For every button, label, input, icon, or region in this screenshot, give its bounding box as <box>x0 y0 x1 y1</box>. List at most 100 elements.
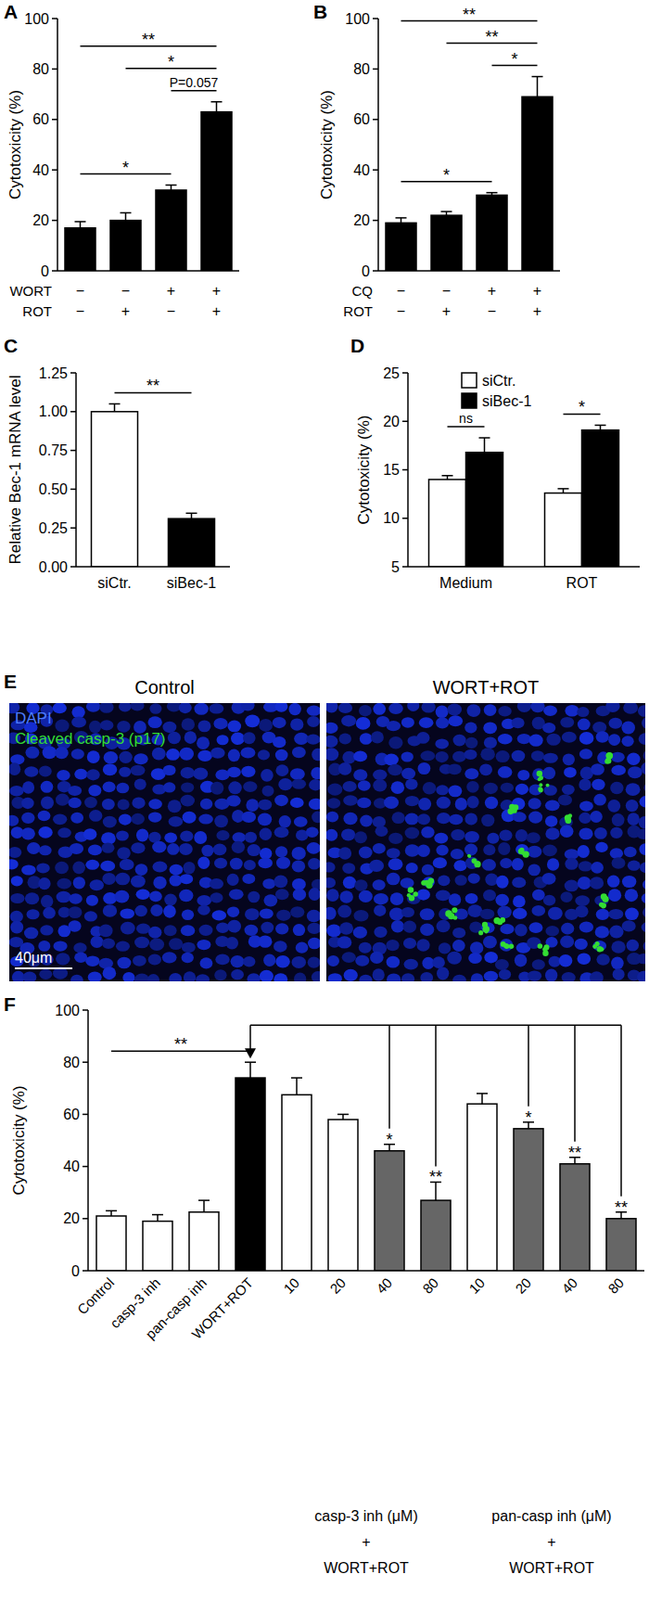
x-axis <box>88 1269 645 1272</box>
nucleus <box>610 751 625 763</box>
casp3-signal <box>601 895 609 903</box>
channel-label: DAPI <box>14 709 52 727</box>
nucleus <box>164 924 178 936</box>
nucleus <box>419 971 433 981</box>
nucleus <box>244 907 260 920</box>
nucleus <box>36 862 51 873</box>
nucleus <box>257 749 270 760</box>
error-stem <box>295 1077 298 1095</box>
nucleus <box>118 813 132 825</box>
casp3-signal <box>451 906 458 913</box>
nucleus <box>148 953 162 965</box>
y-tick <box>51 68 58 71</box>
nucleus <box>215 954 230 966</box>
nucleus <box>339 890 353 903</box>
nucleus <box>52 702 67 713</box>
y-tick <box>70 565 77 568</box>
nucleus <box>373 926 387 938</box>
row-sign: − <box>396 303 406 319</box>
nucleus <box>181 909 194 921</box>
nucleus <box>416 938 430 951</box>
nucleus <box>116 956 131 969</box>
bar <box>110 220 141 271</box>
nucleus <box>209 891 223 903</box>
x-tick-label: 10 <box>279 1273 303 1297</box>
sig-label: ** <box>462 5 476 25</box>
nucleus <box>326 888 339 902</box>
error-cap <box>120 212 132 215</box>
error-stem <box>342 1113 344 1120</box>
nucleus <box>327 783 343 796</box>
nucleus <box>274 826 290 838</box>
nucleus <box>90 935 104 948</box>
nucleus <box>12 970 26 981</box>
nucleus <box>483 703 497 716</box>
nucleus <box>610 827 624 839</box>
nucleus <box>38 844 52 855</box>
nucleus <box>626 939 639 952</box>
row-sign: + <box>487 282 497 299</box>
nucleus <box>308 778 320 790</box>
nucleus <box>564 857 578 870</box>
casp3-signal <box>538 787 544 792</box>
panel-label: C <box>3 334 18 357</box>
nucleus <box>38 877 51 890</box>
nucleus <box>86 768 100 780</box>
nucleus <box>216 922 230 933</box>
nucleus <box>89 809 102 822</box>
scale-bar <box>14 967 73 969</box>
nucleus <box>134 973 150 981</box>
nucleus <box>577 844 590 858</box>
bars <box>96 1061 637 1271</box>
bar <box>385 222 417 271</box>
nucleus <box>526 831 541 843</box>
nucleus <box>388 857 404 870</box>
nucleus <box>136 889 151 900</box>
nucleus <box>354 909 370 921</box>
nucleus <box>406 862 419 873</box>
nucleus <box>53 940 68 951</box>
nucleus <box>227 720 242 733</box>
nucleus <box>216 829 230 840</box>
nucleus <box>559 935 574 949</box>
nucleus <box>387 763 403 776</box>
nucleus <box>639 861 646 873</box>
nucleus <box>148 798 163 809</box>
y-tick <box>51 118 58 121</box>
nucleus <box>610 940 625 954</box>
x-tick-label: siCtr. <box>97 574 131 591</box>
sig-label: P=0.057 <box>169 75 219 90</box>
nucleus <box>132 954 147 967</box>
nucleus <box>40 894 53 908</box>
nucleus <box>515 828 528 842</box>
nucleus <box>589 810 603 823</box>
nucleus <box>26 908 40 919</box>
nucleus <box>372 842 386 853</box>
bar <box>328 1119 358 1271</box>
y-tick-label: 25 <box>382 365 400 382</box>
nucleus <box>180 794 196 807</box>
nucleus <box>343 794 358 806</box>
y-tick-label: 0.25 <box>38 520 68 536</box>
nucleus <box>401 767 416 779</box>
nucleus <box>117 799 130 811</box>
nucleus <box>9 846 22 858</box>
bar <box>155 190 187 271</box>
nucleus <box>595 841 608 853</box>
nucleus <box>605 702 620 713</box>
nucleus <box>561 784 575 795</box>
nucleus <box>419 907 435 920</box>
nucleus <box>483 951 498 964</box>
y-tick <box>372 17 379 20</box>
nucleus <box>624 907 639 920</box>
nucleus <box>545 814 558 827</box>
casp3-signal <box>518 848 524 854</box>
nucleus <box>465 737 478 749</box>
nucleus <box>243 859 256 870</box>
ref-arrow-head <box>244 1047 256 1058</box>
y-tick-label: 100 <box>54 1002 80 1019</box>
y-tick <box>402 420 408 423</box>
nucleus <box>543 894 557 906</box>
nucleus <box>326 702 338 713</box>
nucleus <box>596 953 610 965</box>
